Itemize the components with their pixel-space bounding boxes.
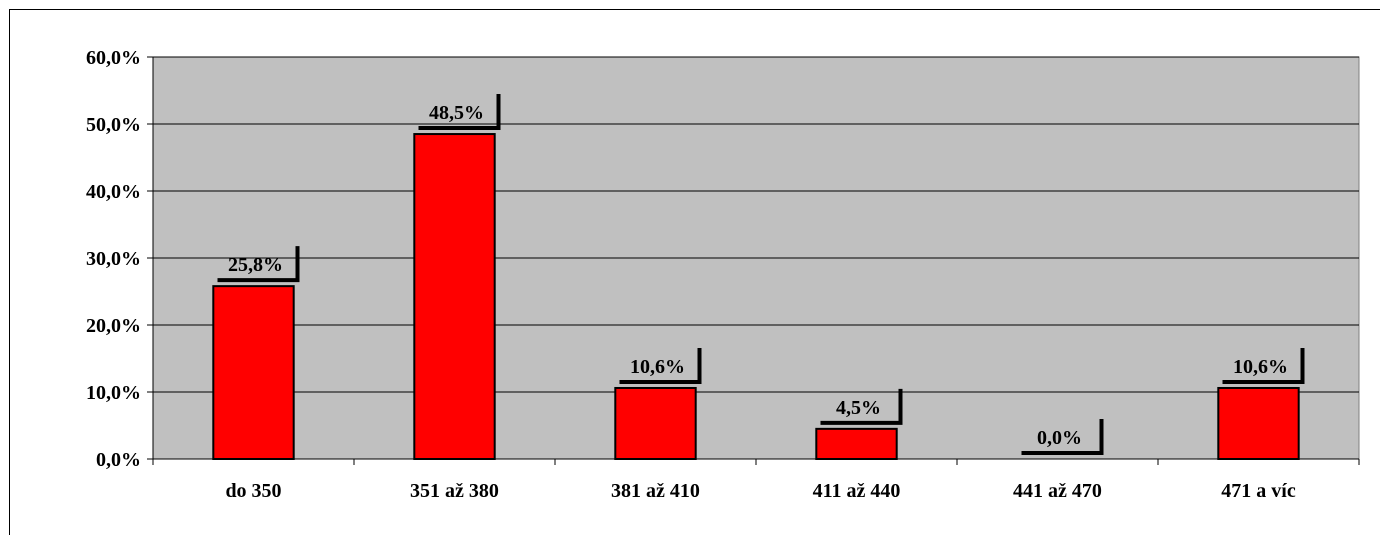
data-label-text: 0,0% xyxy=(1037,427,1082,449)
data-label-frame xyxy=(217,246,300,283)
x-category-label: 381 až 410 xyxy=(611,480,700,502)
data-label: 10,6% xyxy=(1222,347,1305,384)
y-tick-label: 10,0% xyxy=(86,382,141,404)
x-axis: do 350 351 až 380 381 až 410 411 až 440 441 … xyxy=(152,458,1360,502)
data-label-frame xyxy=(1222,347,1305,384)
x-category-label: 351 až 380 xyxy=(410,480,499,502)
data-label-text: 10,6% xyxy=(1233,356,1288,378)
data-label-frame xyxy=(418,94,501,131)
bar xyxy=(1217,386,1300,461)
y-tick-label: 60,0% xyxy=(86,47,141,69)
x-category-label: do 350 xyxy=(225,480,281,502)
y-tick-label: 20,0% xyxy=(86,315,141,337)
gridlines xyxy=(153,56,1359,393)
x-category-label: 441 až 470 xyxy=(1013,480,1102,502)
x-category-label: 471 a víc xyxy=(1221,480,1296,502)
bar xyxy=(212,285,295,461)
bar xyxy=(815,427,898,461)
bar xyxy=(413,133,496,461)
data-label: 48,5% xyxy=(418,94,501,131)
y-tick-label: 40,0% xyxy=(86,181,141,203)
data-label-text: 4,5% xyxy=(836,397,881,419)
data-label: 4,5% xyxy=(820,388,903,425)
data-labels: 25,8% 48,5% 10,6% 4,5% 0,0% 10,6% xyxy=(217,94,1305,455)
data-label-text: 10,6% xyxy=(630,356,685,378)
y-axis: 0,0% 10,0% 20,0% 30,0% 40,0% 50,0% 60,0% xyxy=(86,47,154,471)
y-tick-label: 50,0% xyxy=(86,114,141,136)
bars xyxy=(212,133,1300,461)
y-tick-label: 30,0% xyxy=(86,248,141,270)
y-tick-label: 0,0% xyxy=(96,449,141,471)
bar xyxy=(614,386,697,461)
data-label: 10,6% xyxy=(619,347,702,384)
data-label-text: 25,8% xyxy=(228,254,283,276)
data-label-frame xyxy=(820,388,903,425)
data-label-text: 48,5% xyxy=(429,102,484,124)
data-label-frame xyxy=(1021,419,1104,455)
data-label: 25,8% xyxy=(217,246,300,283)
data-label: 0,0% xyxy=(1021,419,1104,455)
x-category-label: 411 až 440 xyxy=(813,480,901,502)
data-label-frame xyxy=(619,347,702,384)
